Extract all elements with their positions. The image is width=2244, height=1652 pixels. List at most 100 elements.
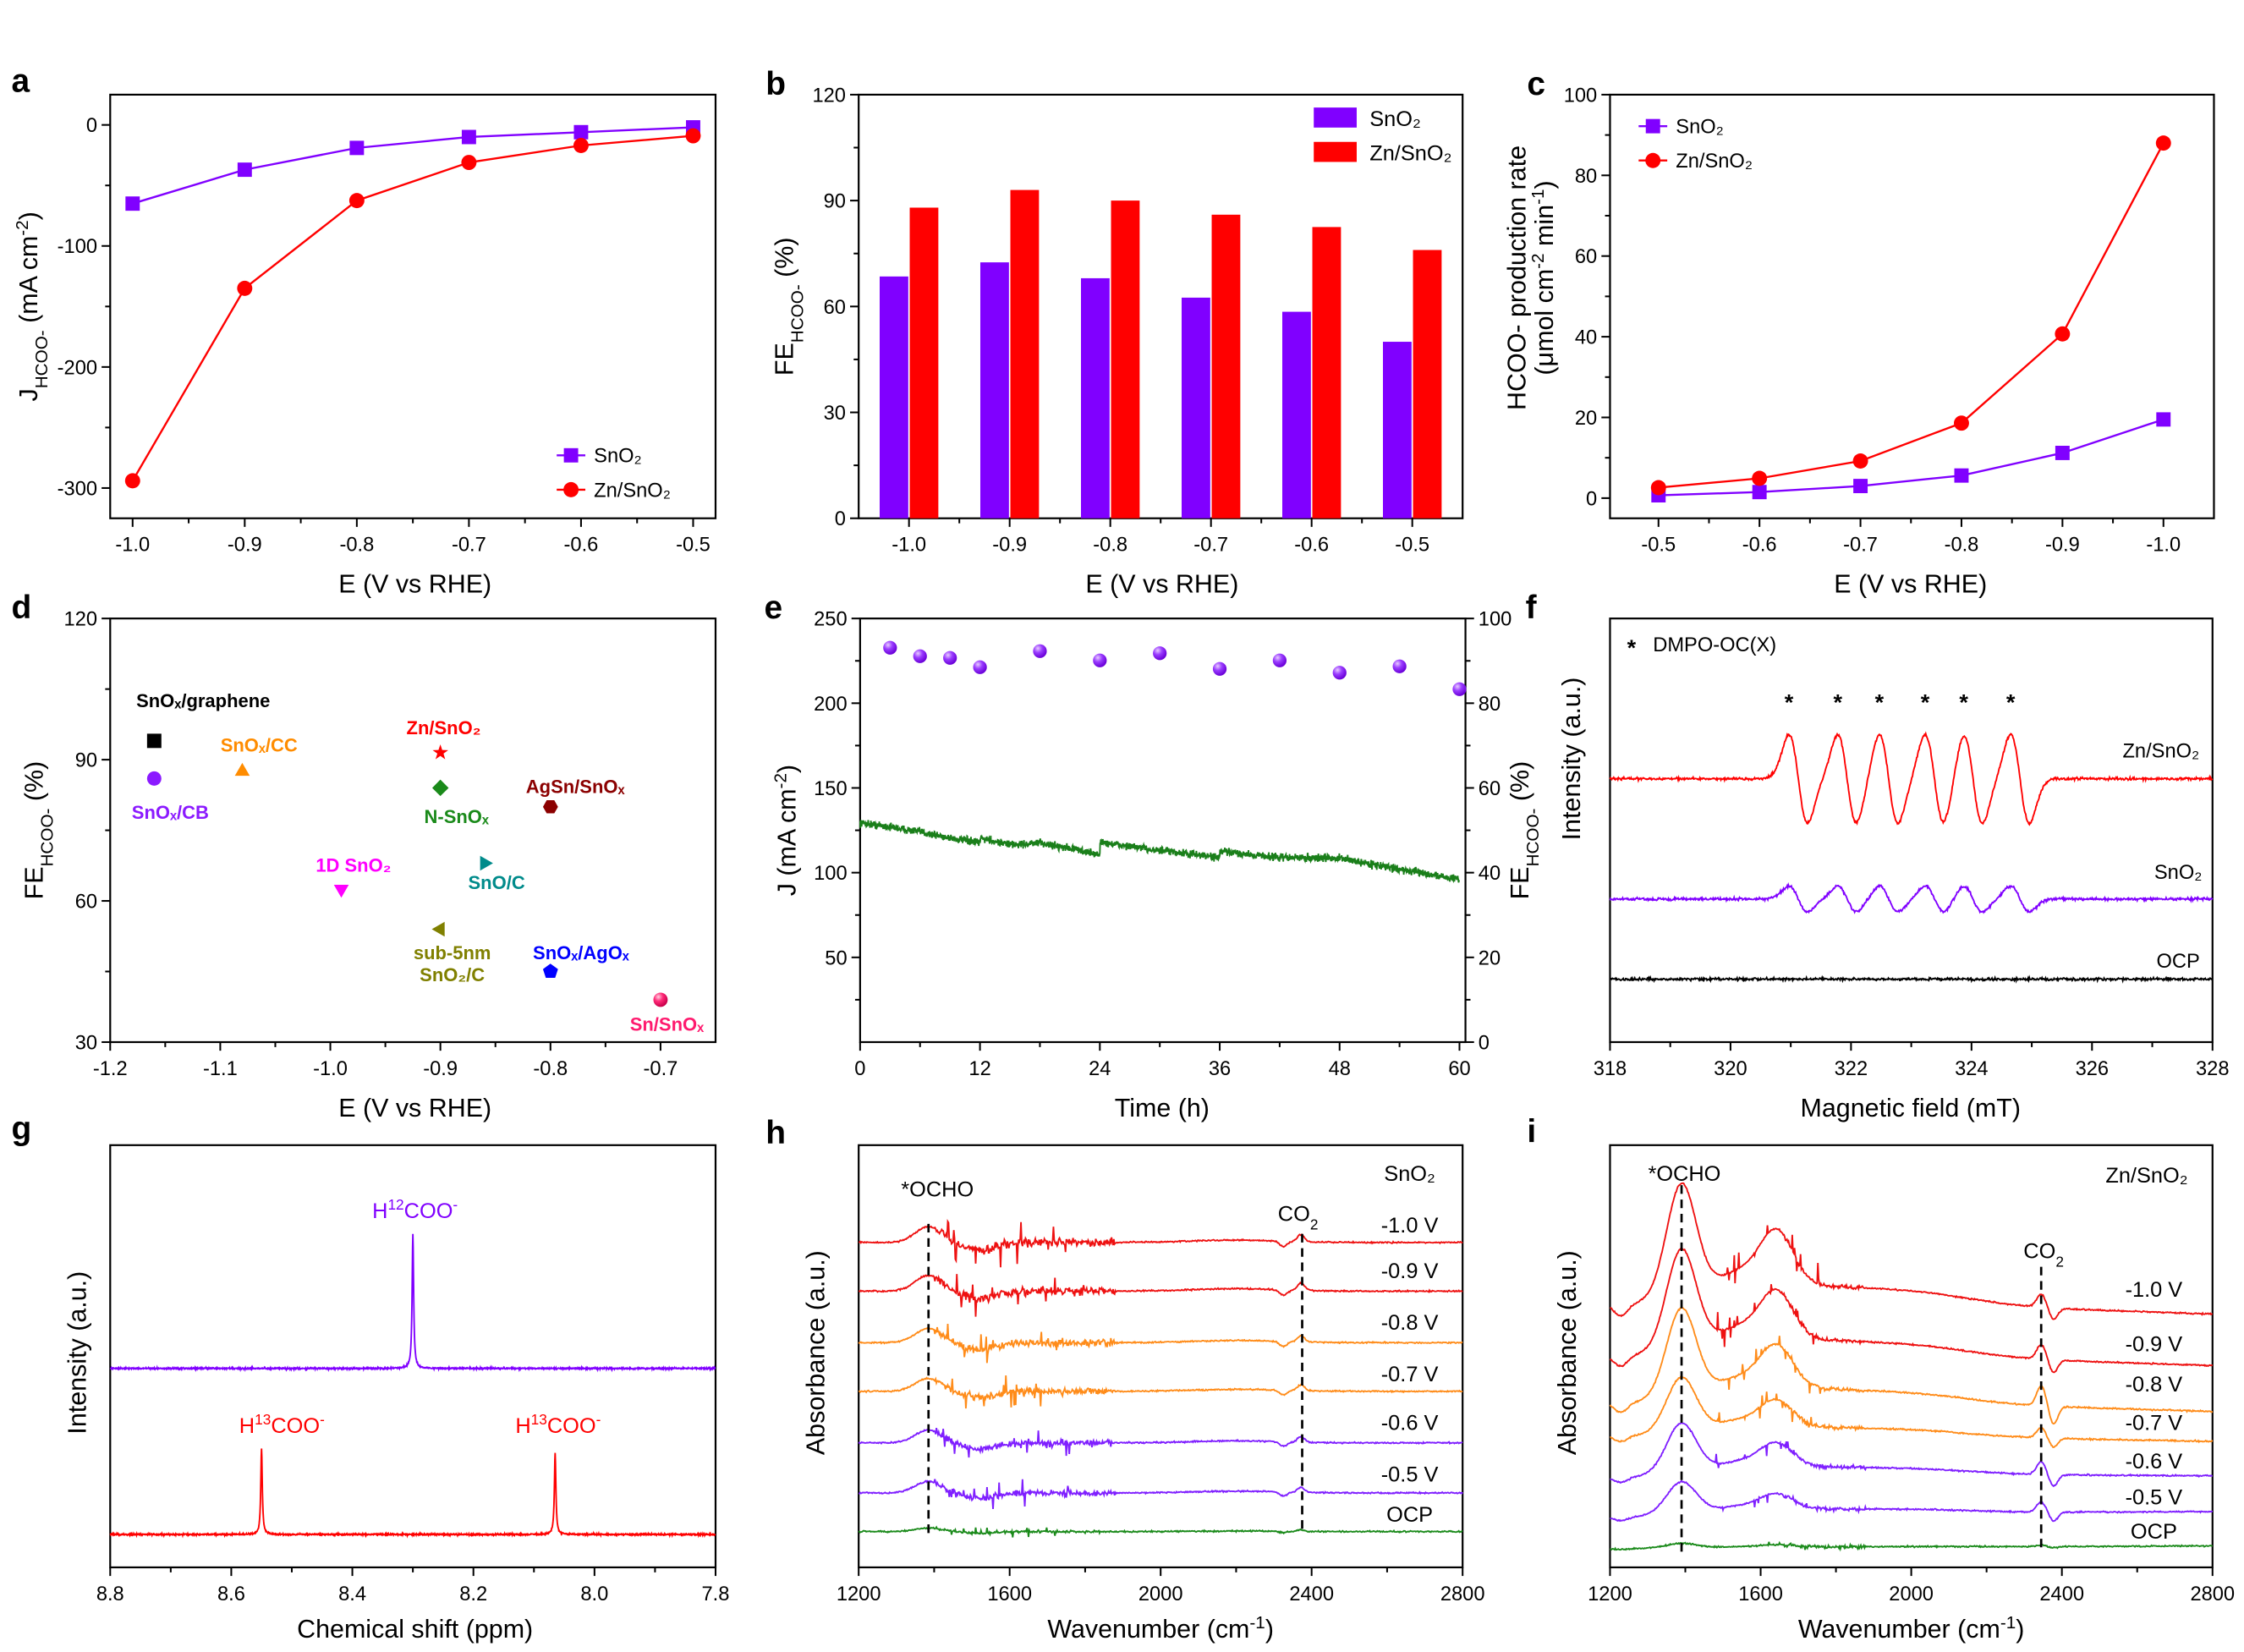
- peak-label: H13COO-: [515, 1411, 601, 1438]
- annotation-star: *: [1627, 634, 1637, 661]
- plot-frame: [109, 617, 717, 1044]
- x-axis-label: Magnetic field (mT): [1801, 1094, 2021, 1122]
- x-tick-label: 1600: [987, 1583, 1032, 1605]
- y-tick-label: 0: [86, 115, 97, 137]
- label-line: SnO₂/C: [420, 964, 485, 985]
- fe-point: [913, 649, 927, 663]
- y-right-tick-label: 60: [1479, 778, 1501, 800]
- x-axis-label: Time (h): [1115, 1094, 1210, 1122]
- data-point: [2055, 326, 2071, 342]
- label-segment: (mA cm: [14, 236, 43, 331]
- label-segment: H: [372, 1199, 387, 1223]
- label-segment: 13: [255, 1411, 271, 1428]
- scatter-point: AgSn/SnOₓ: [526, 777, 625, 814]
- x-tick-label: -0.7: [644, 1058, 678, 1080]
- panel-letter: a: [12, 63, 30, 100]
- legend-label: SnO₂: [1369, 107, 1421, 131]
- scatter-point: 1D SnO₂: [315, 855, 392, 898]
- data-point: [1853, 479, 1868, 494]
- label-segment: COO: [547, 1414, 596, 1438]
- y-right-axis-label: FEHCOO- (%): [1506, 761, 1542, 900]
- label-segment: ): [773, 765, 802, 773]
- bar: [1111, 200, 1140, 519]
- legend-swatch: [1314, 107, 1357, 128]
- trace-label: -0.7 V: [1381, 1363, 1439, 1386]
- legend-marker: [1645, 118, 1660, 134]
- band-label: CO2: [2023, 1239, 2064, 1270]
- x-axis-label: Chemical shift (ppm): [297, 1615, 533, 1644]
- bar: [1282, 311, 1311, 519]
- ir-trace: [858, 1274, 1463, 1317]
- panel-letter: g: [12, 1111, 32, 1147]
- y-axis-label: Intensity (a.u.): [1557, 678, 1586, 841]
- epr-trace: [1609, 731, 2214, 826]
- data-point: [432, 744, 448, 760]
- x-tick-label: 318: [1594, 1058, 1627, 1080]
- label-segment: -1: [1249, 1612, 1265, 1632]
- bar: [1413, 250, 1442, 519]
- adduct-star: *: [2006, 689, 2016, 715]
- ir-trace: [859, 1218, 1463, 1268]
- band-label: *OCHO: [901, 1178, 974, 1202]
- epr-trace: [1609, 974, 2214, 984]
- bar: [1312, 227, 1341, 519]
- y-tick-label: 20: [1575, 408, 1597, 430]
- label-segment: 13: [531, 1411, 547, 1428]
- scatter-point: SnOₓ/CC: [221, 735, 298, 777]
- panel-a: -1.0 -0.9 -0.8 -0.7 -0.6 -0.5 0 -100 -200 -300 SnO…: [12, 93, 717, 599]
- data-point: [573, 138, 589, 153]
- data-point: [2155, 135, 2171, 151]
- x-tick-label: -1.2: [93, 1058, 128, 1080]
- annotation-label: DMPO-OC(X): [1653, 634, 1776, 656]
- label-segment: 2: [2055, 1253, 2064, 1270]
- x-tick-label: 1200: [837, 1583, 881, 1605]
- adduct-star: *: [1921, 689, 1930, 715]
- bar: [879, 276, 908, 519]
- ir-trace: [1609, 1421, 2214, 1488]
- y-tick-label: 30: [824, 403, 846, 425]
- y-tick-label: 150: [814, 778, 848, 800]
- x-tick-label: -0.6: [564, 535, 599, 557]
- legend-label: Zn/SnO₂: [594, 480, 671, 502]
- label-segment: COO: [404, 1199, 453, 1223]
- label-segment: -2: [1528, 253, 1547, 268]
- label-segment: FE: [20, 866, 49, 899]
- nmr-trace: [109, 1448, 716, 1539]
- series-1: [124, 128, 701, 489]
- x-tick-label: 2800: [2190, 1583, 2235, 1605]
- y-tick-label: 60: [824, 297, 846, 319]
- fe-point: [1272, 653, 1287, 667]
- data-point: [146, 771, 162, 786]
- x-tick-label: -0.9: [228, 535, 262, 557]
- ir-trace: [1609, 1307, 2214, 1425]
- y-tick-label: 200: [814, 694, 848, 716]
- data-point: [237, 280, 253, 296]
- x-tick-label: -0.5: [676, 535, 711, 557]
- label-segment: -: [596, 1411, 601, 1428]
- x-tick-label: -0.7: [1193, 535, 1228, 557]
- scatter-point: SnOₓ/CB: [132, 771, 209, 823]
- x-tick-label: -0.6: [1294, 535, 1329, 557]
- data-point: [234, 762, 250, 777]
- trace-label: -0.8 V: [2126, 1373, 2183, 1397]
- trace-label: OCP: [2131, 1520, 2177, 1544]
- y-right-tick-label: 80: [1479, 694, 1501, 716]
- scatter-point: sub-5nm SnO₂/C: [414, 921, 491, 985]
- ir-trace: [1609, 1247, 2214, 1374]
- trace-label: -0.9 V: [2126, 1332, 2183, 1356]
- series-line: [1658, 418, 2164, 497]
- x-tick-label: 2800: [1440, 1583, 1485, 1605]
- x-tick-label: -0.8: [1093, 535, 1127, 557]
- point-label: Sn/SnOₓ: [630, 1013, 705, 1035]
- legend-label: SnO₂: [1676, 117, 1724, 139]
- data-point: [461, 155, 477, 171]
- y-tick-label: 250: [814, 609, 848, 631]
- ir-trace: [1609, 1540, 2214, 1552]
- trace-label: -0.9 V: [1381, 1260, 1439, 1283]
- bar: [1010, 189, 1040, 519]
- data-point: [333, 885, 349, 898]
- y-axis-label: Absorbance (a.u.): [1553, 1250, 1582, 1455]
- epr-trace: [1609, 881, 2214, 914]
